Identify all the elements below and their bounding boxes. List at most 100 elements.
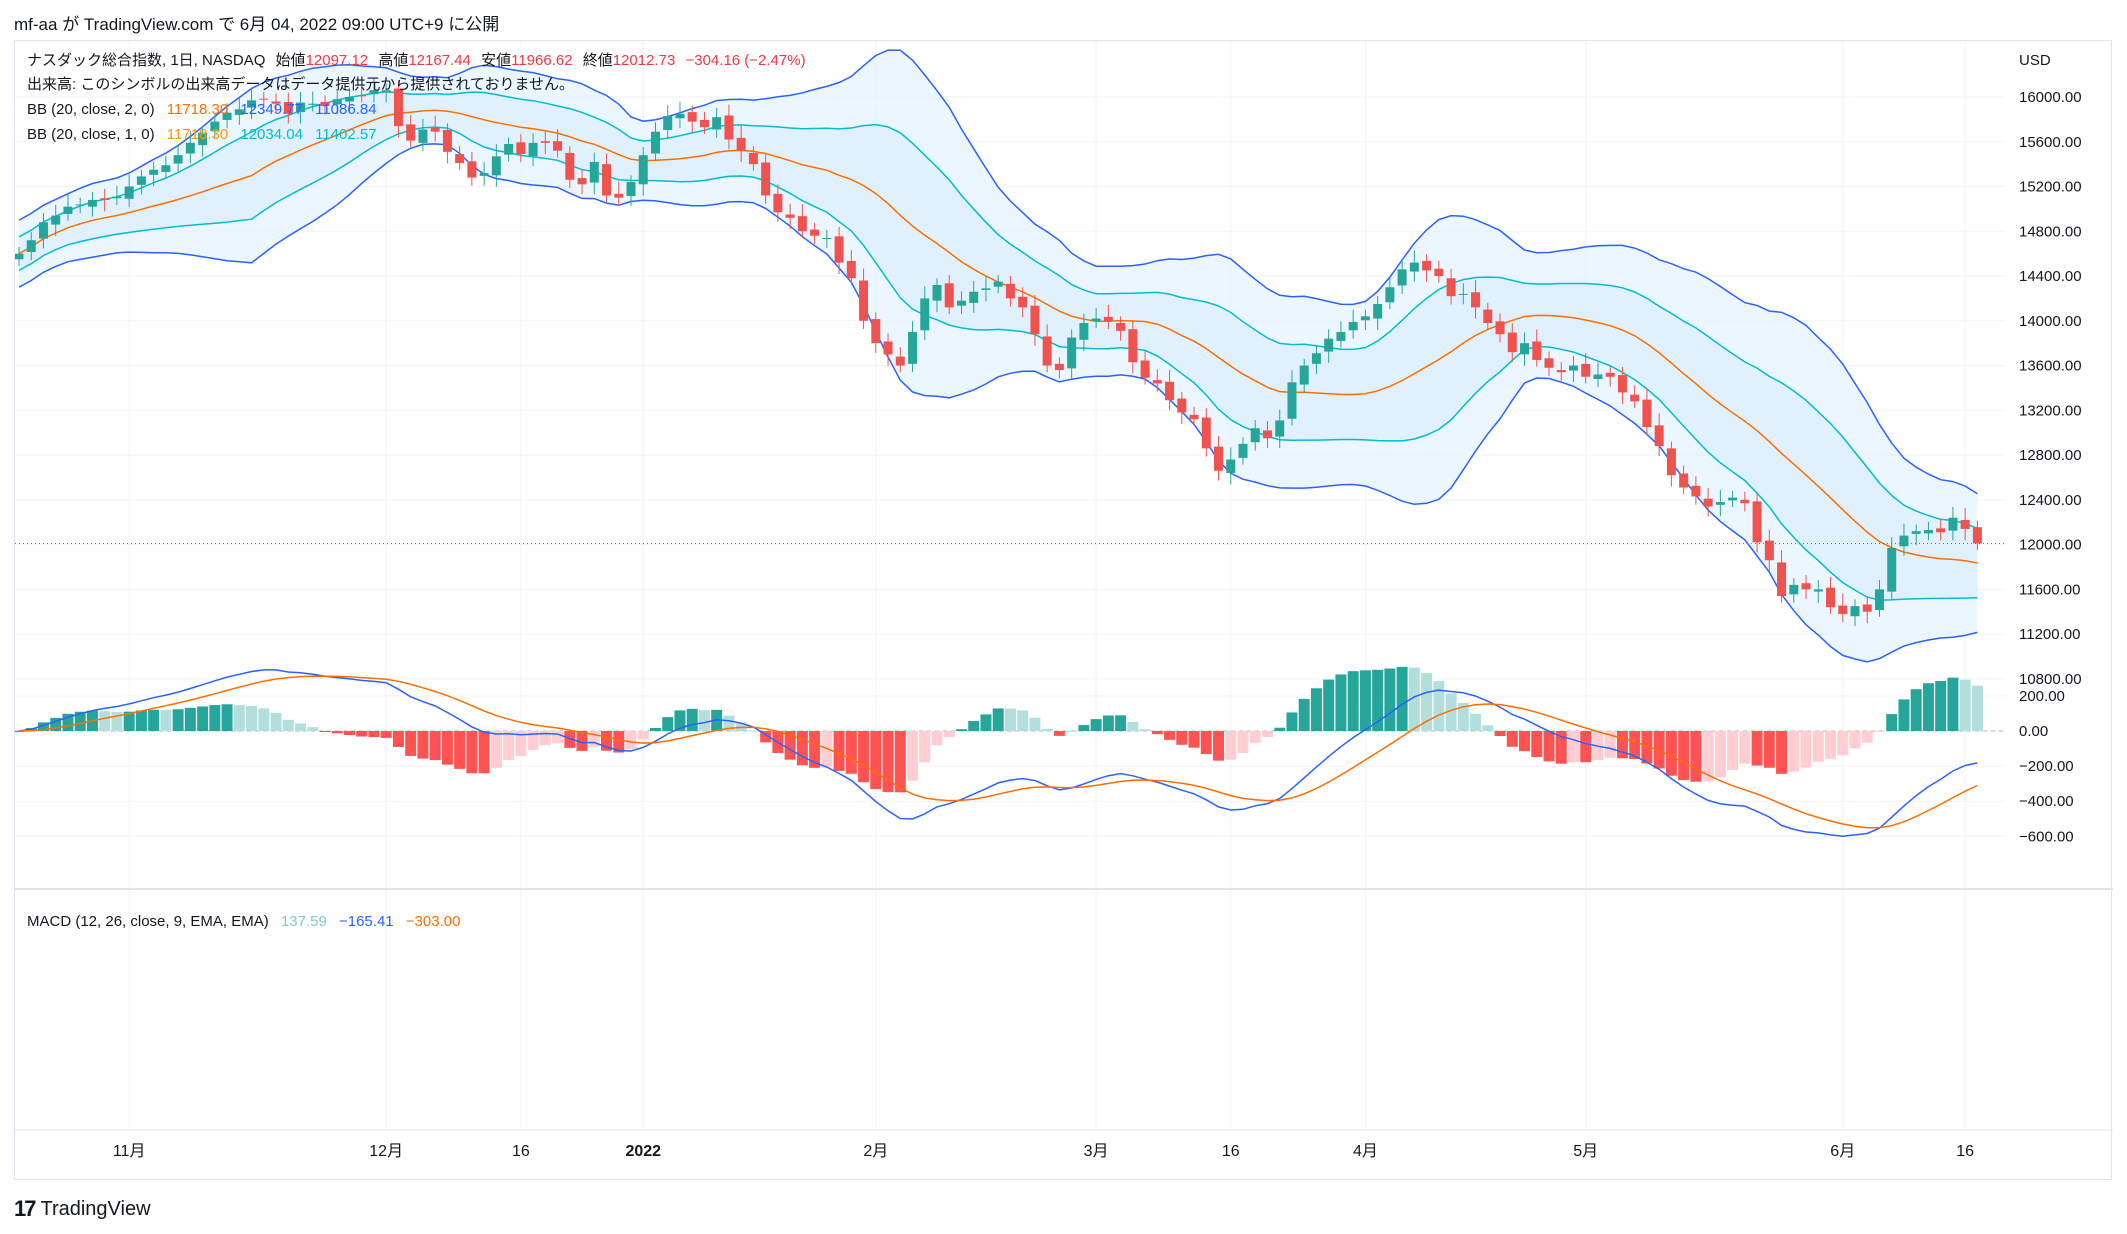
- candle: [1005, 275, 1015, 307]
- candle-body: [1679, 473, 1689, 488]
- macd-hist-bar: [1274, 727, 1286, 731]
- macd-hist-bar: [221, 704, 233, 731]
- candle-body: [1556, 370, 1566, 373]
- macd-hist-bar: [148, 709, 160, 731]
- candle: [920, 286, 930, 341]
- candle-body: [1911, 531, 1921, 534]
- candle: [491, 144, 501, 187]
- candle: [1617, 367, 1627, 404]
- candle-body: [895, 356, 905, 366]
- price-tick-label: 14400.00: [2019, 268, 2082, 285]
- bb2-legend[interactable]: BB (20, close, 1, 0) 11718.30 12034.04 1…: [27, 126, 377, 143]
- legend-main-line: ナスダック総合指数, 1日, NASDAQ 始値12097.12 高値12167…: [27, 52, 806, 69]
- macd-axis[interactable]: 200.00 0.00 −200.00 −400.00 −600.00: [2019, 688, 2074, 845]
- macd-hist-bar: [1323, 679, 1335, 731]
- candle: [100, 188, 110, 212]
- price-axis[interactable]: USD 16000.00 15600.00 15200.00 14800.00 1440…: [2019, 52, 2082, 688]
- candle: [675, 101, 685, 129]
- macd-hist-bar: [1359, 670, 1371, 731]
- macd-hist-bar: [1825, 731, 1837, 759]
- candle: [895, 347, 905, 373]
- macd-hist-bar: [955, 729, 967, 731]
- candle: [1262, 421, 1272, 449]
- candle: [626, 175, 636, 206]
- bb2-label: BB (20, close, 1, 0): [27, 126, 155, 143]
- candle: [26, 232, 36, 261]
- candle-body: [565, 152, 575, 180]
- macd-hist-bar: [1580, 731, 1592, 763]
- legend-high: 12167.44: [408, 52, 471, 69]
- candle: [1128, 321, 1138, 374]
- brand-name: TradingView: [40, 1197, 151, 1220]
- candle-body: [161, 165, 171, 172]
- macd-hist-bar: [172, 709, 184, 731]
- macd-hist-bar: [1519, 731, 1531, 752]
- candle-body: [1581, 363, 1591, 377]
- macd-hist-bar: [637, 731, 649, 740]
- author-link[interactable]: mf-aa: [14, 15, 58, 34]
- candlestick-series[interactable]: [14, 78, 1982, 627]
- candle-body: [1005, 283, 1015, 299]
- candle-body: [357, 95, 367, 97]
- candle: [1850, 599, 1860, 627]
- time-axis[interactable]: 11月 12月 16 2022 2月 3月 16 4月 5月 6月 16: [113, 1143, 1974, 1160]
- macd-hist-bar: [686, 708, 698, 731]
- candle: [1434, 260, 1444, 283]
- candle-body: [210, 121, 220, 132]
- candle-body: [1458, 293, 1468, 295]
- macd-hist-bar: [1433, 681, 1445, 731]
- candle: [369, 78, 379, 103]
- bb-lower-inner-line: [18, 126, 1978, 601]
- macd-hist-bar: [1396, 666, 1408, 731]
- candle-body: [553, 141, 563, 151]
- candle: [1654, 413, 1664, 456]
- macd-hist-bar: [1751, 731, 1763, 766]
- macd-hist-bar: [796, 731, 808, 766]
- candle-body: [430, 127, 440, 132]
- candle-body: [908, 331, 918, 364]
- bb1-label: BB (20, close, 2, 0): [27, 101, 155, 118]
- candle: [1642, 388, 1652, 436]
- macd-hist-bar: [307, 727, 319, 731]
- macd-hist-bar: [331, 731, 343, 734]
- chart-container[interactable]: USD 16000.00 15600.00 15200.00 14800.00 1440…: [13, 40, 2113, 1181]
- macd-hist-bar: [1066, 731, 1078, 732]
- bb1-legend[interactable]: BB (20, close, 2, 0) 11718.30 12349.77 1…: [27, 101, 377, 118]
- candle: [1238, 437, 1248, 465]
- candle: [1568, 356, 1578, 382]
- macd-hist-bar: [1384, 668, 1396, 731]
- candle: [1813, 579, 1823, 603]
- candle: [1911, 524, 1921, 546]
- candle: [1507, 323, 1517, 362]
- candle: [761, 154, 771, 204]
- macd-hist-bar: [1494, 731, 1506, 736]
- legend-open-label: 始値: [276, 52, 306, 69]
- candle-body: [442, 130, 452, 152]
- macd-hist-bar: [135, 710, 147, 731]
- macd-hist-bar: [564, 731, 576, 748]
- legend-change: −304.16 (−2.47%): [685, 52, 805, 69]
- candle: [14, 246, 24, 266]
- candle: [712, 107, 722, 138]
- chart-canvas[interactable]: USD 16000.00 15600.00 15200.00 14800.00 1440…: [13, 41, 2113, 1181]
- time-tick-label: 16: [512, 1143, 530, 1160]
- candle-body: [418, 129, 428, 143]
- macd-hist-bar: [209, 705, 221, 731]
- price-tick-label: 15200.00: [2019, 179, 2082, 196]
- candle-body: [748, 152, 758, 165]
- candle-body: [944, 283, 954, 308]
- candle: [834, 226, 844, 275]
- candle: [1960, 507, 1970, 541]
- macd-hist-bar: [1629, 731, 1641, 760]
- macd-hist-bar: [662, 717, 674, 731]
- macd-legend[interactable]: MACD (12, 26, close, 9, EMA, EMA) 137.59…: [27, 913, 460, 930]
- macd-hist-bar: [649, 727, 661, 731]
- macd-hist-bar: [1090, 719, 1102, 731]
- macd-hist-bar: [1421, 673, 1433, 731]
- macd-hist-bar: [907, 731, 919, 781]
- bb1-basis: 11718.30: [167, 101, 228, 118]
- footer-brand[interactable]: 17 TradingView: [14, 1196, 151, 1222]
- bb-lower-outer-line: [18, 143, 1978, 663]
- candle-body: [259, 98, 269, 100]
- candle: [467, 151, 477, 186]
